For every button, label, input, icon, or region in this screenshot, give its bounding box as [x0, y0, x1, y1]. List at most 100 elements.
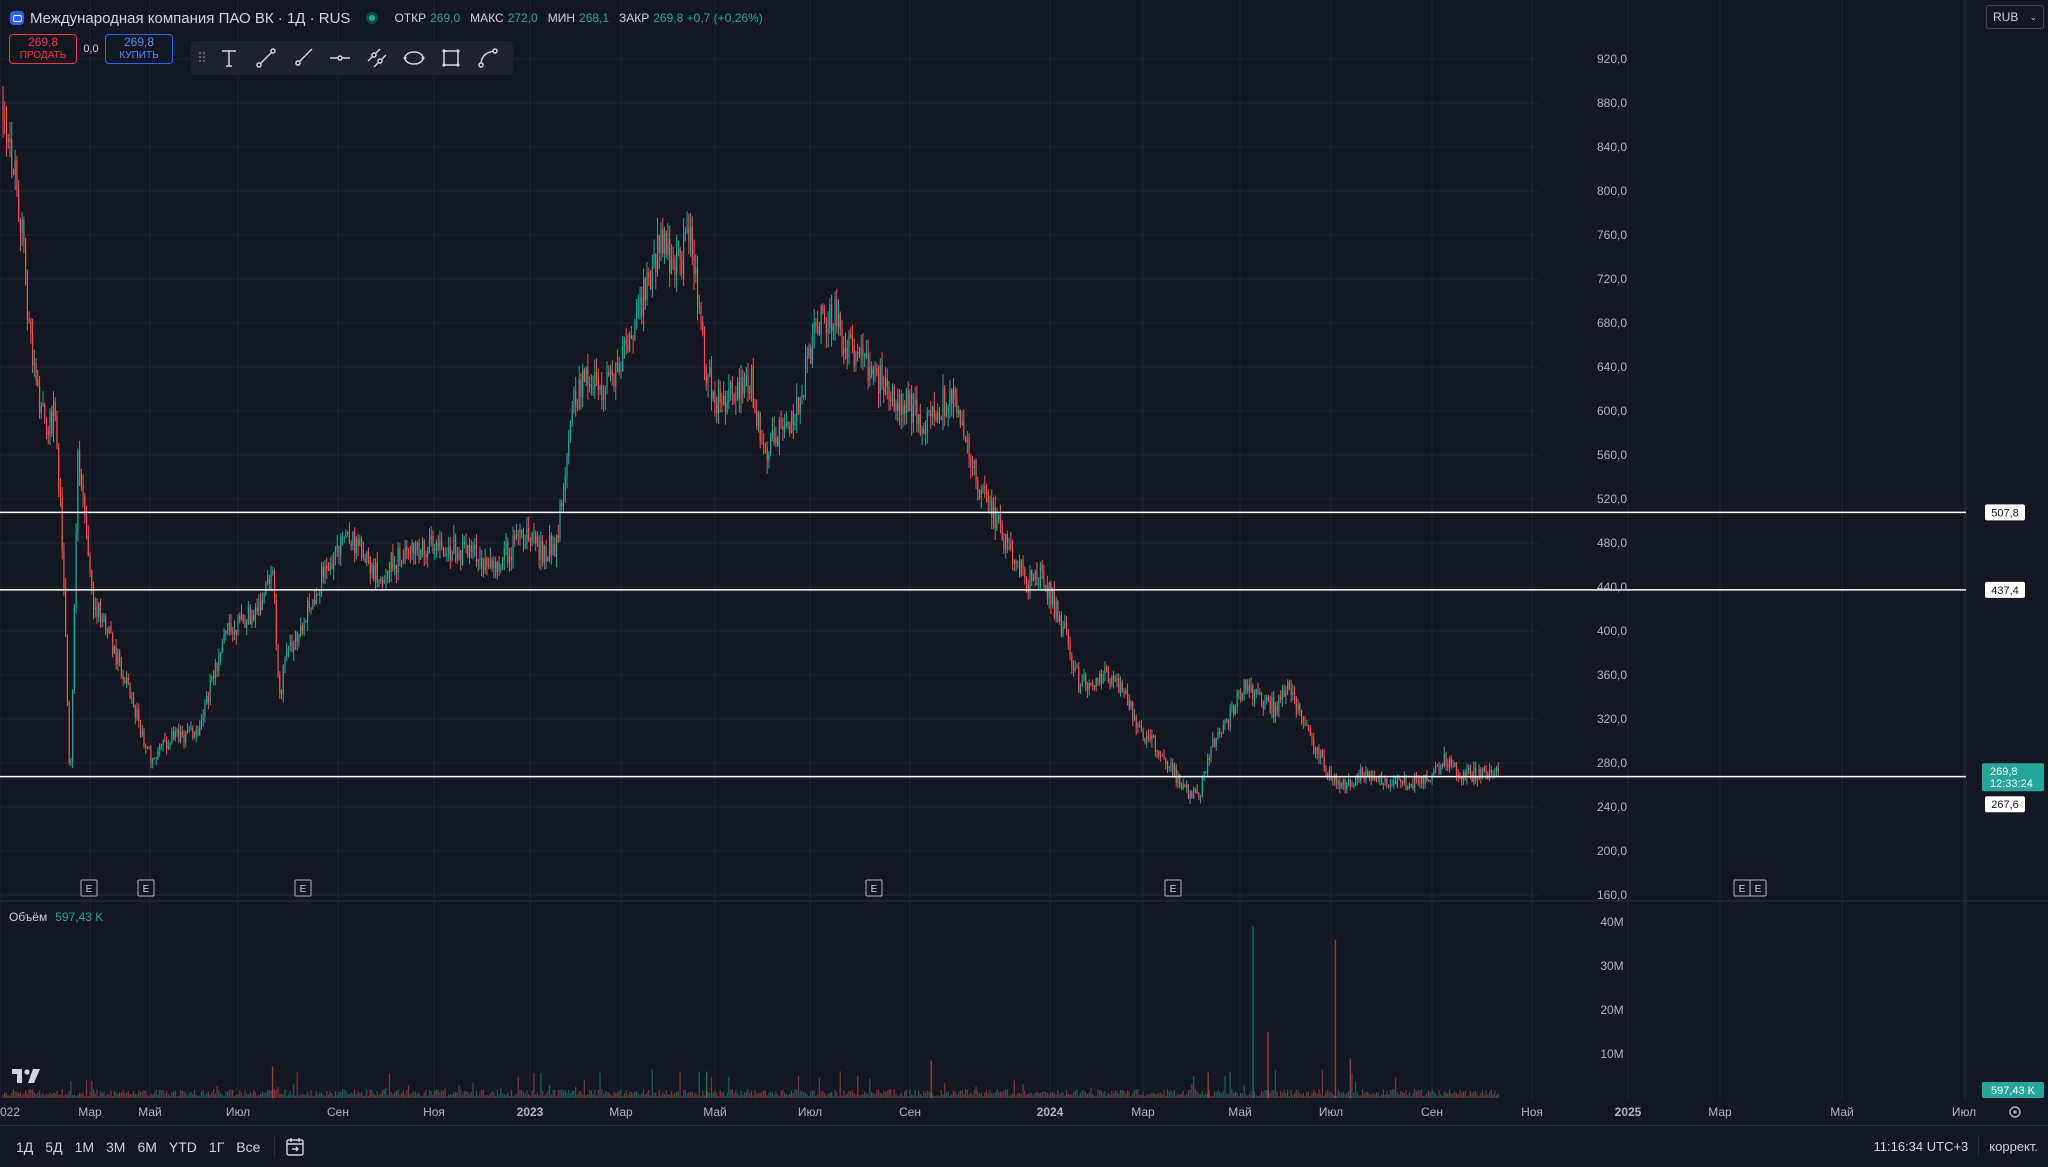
candle-body — [1018, 561, 1021, 577]
text-tool-icon[interactable] — [211, 43, 246, 73]
candle-body — [470, 545, 472, 553]
candle-body — [907, 390, 909, 411]
volume-bar — [192, 1094, 194, 1098]
volume-bar — [320, 1092, 323, 1098]
ellipse-icon[interactable] — [396, 43, 431, 73]
volume-bar — [519, 1089, 521, 1098]
candle-body — [944, 388, 946, 416]
range-1m[interactable]: 1М — [74, 1138, 95, 1155]
candle-body — [1135, 716, 1137, 728]
volume-bar — [312, 1095, 314, 1098]
candle-body — [764, 444, 767, 448]
symbol-header: Международная компания ПАО ВК · 1Д · RUS… — [10, 8, 769, 28]
candle-body — [63, 550, 65, 587]
volume-bar — [432, 1094, 434, 1098]
volume-spike — [1349, 1058, 1352, 1098]
earnings-marker-box — [137, 879, 155, 897]
candle-body — [773, 429, 775, 443]
candle-body — [545, 545, 547, 562]
market-status-icon[interactable] — [366, 12, 379, 24]
volume-bar — [552, 1089, 554, 1098]
volume-bar — [1457, 1093, 1459, 1098]
volume-bar — [684, 1089, 686, 1098]
time-tick-label: 2023 — [517, 1105, 544, 1119]
candle-body — [1339, 781, 1341, 789]
volume-bar — [23, 1093, 25, 1098]
path-icon[interactable] — [470, 43, 505, 73]
range-1d[interactable]: 1Д — [16, 1138, 34, 1155]
volume-bar — [554, 1090, 556, 1098]
candle-body — [1079, 685, 1082, 692]
candle-body — [119, 651, 121, 663]
volume-bar — [268, 1090, 270, 1098]
symbol-title[interactable]: Международная компания ПАО ВК · 1Д · RUS — [30, 9, 351, 27]
range-1y[interactable]: 1Г — [208, 1138, 225, 1155]
range-ytd[interactable]: YTD — [168, 1138, 197, 1155]
candle-body — [1184, 784, 1186, 788]
candle-body — [846, 347, 848, 359]
candle-body — [453, 536, 455, 553]
rectangle-icon[interactable] — [433, 43, 468, 73]
candle-body — [85, 516, 88, 536]
candle-body — [1461, 777, 1463, 781]
volume-bar — [1022, 1083, 1024, 1098]
candle-body — [1478, 769, 1480, 780]
ray-icon[interactable] — [285, 43, 320, 73]
candle-body — [242, 614, 244, 623]
candle-body — [1032, 580, 1035, 582]
volume-bar — [1198, 1093, 1200, 1098]
volume-bar — [1346, 1092, 1348, 1098]
volume-bar — [778, 1096, 780, 1098]
price-tick-label: 560,0 — [1597, 448, 1627, 462]
drawing-toolbar: ⠿ — [191, 41, 513, 75]
trend-line-icon[interactable] — [248, 43, 283, 73]
volume-bar — [850, 1091, 852, 1098]
volume-bar — [59, 1094, 62, 1098]
candle-body — [1495, 767, 1498, 774]
range-3m[interactable]: 3М — [106, 1138, 126, 1155]
candle-body — [369, 557, 371, 574]
candle-body — [200, 719, 203, 727]
candle-body — [1351, 785, 1353, 787]
volume-bar — [918, 1090, 920, 1098]
currency-select[interactable]: RUB ⌄ — [1986, 5, 2044, 29]
candle-body — [677, 248, 679, 251]
clock-timezone[interactable]: 11:16:34 UTC+3 — [1873, 1138, 1969, 1154]
volume-bar — [239, 1090, 241, 1098]
candle-body — [1429, 780, 1431, 782]
candle-body — [1180, 786, 1183, 789]
sell-button[interactable]: 269,8 ПРОДАТЬ — [9, 34, 77, 64]
volume-bar — [425, 1089, 427, 1098]
candle-body — [629, 335, 631, 352]
candle-body — [999, 514, 1002, 525]
volume-bar — [764, 1090, 767, 1098]
parallel-channel-icon[interactable] — [359, 43, 394, 73]
candle-body — [1086, 685, 1089, 691]
volume-bar — [185, 1092, 187, 1098]
candle-body — [105, 615, 107, 630]
tradingview-logo-icon[interactable] — [12, 1068, 42, 1087]
low-label: МИН — [547, 11, 576, 25]
volume-bar — [266, 1089, 269, 1098]
candle-body — [733, 394, 735, 401]
range-6m[interactable]: 6М — [137, 1138, 157, 1155]
candle-body — [256, 607, 258, 612]
candle-body — [266, 578, 269, 583]
buy-button[interactable]: 269,8 КУПИТЬ — [105, 34, 173, 64]
candle-body — [91, 571, 93, 587]
range-all[interactable]: Все — [236, 1138, 261, 1155]
adjustment-toggle[interactable]: коррект. — [1989, 1138, 2038, 1154]
grip-icon[interactable]: ⠿ — [196, 49, 208, 66]
range-5d[interactable]: 5Д — [45, 1138, 63, 1155]
candle-body — [1283, 690, 1285, 697]
candle-body — [902, 405, 904, 415]
volume-bar — [550, 1094, 552, 1098]
volume-bar — [1398, 1094, 1400, 1098]
volume-legend[interactable]: Объём 597,43 K — [9, 910, 103, 924]
candle-body — [508, 556, 511, 564]
calendar-icon[interactable] — [283, 1135, 307, 1159]
horizontal-line-icon[interactable] — [322, 43, 357, 73]
candle-body — [655, 254, 657, 273]
